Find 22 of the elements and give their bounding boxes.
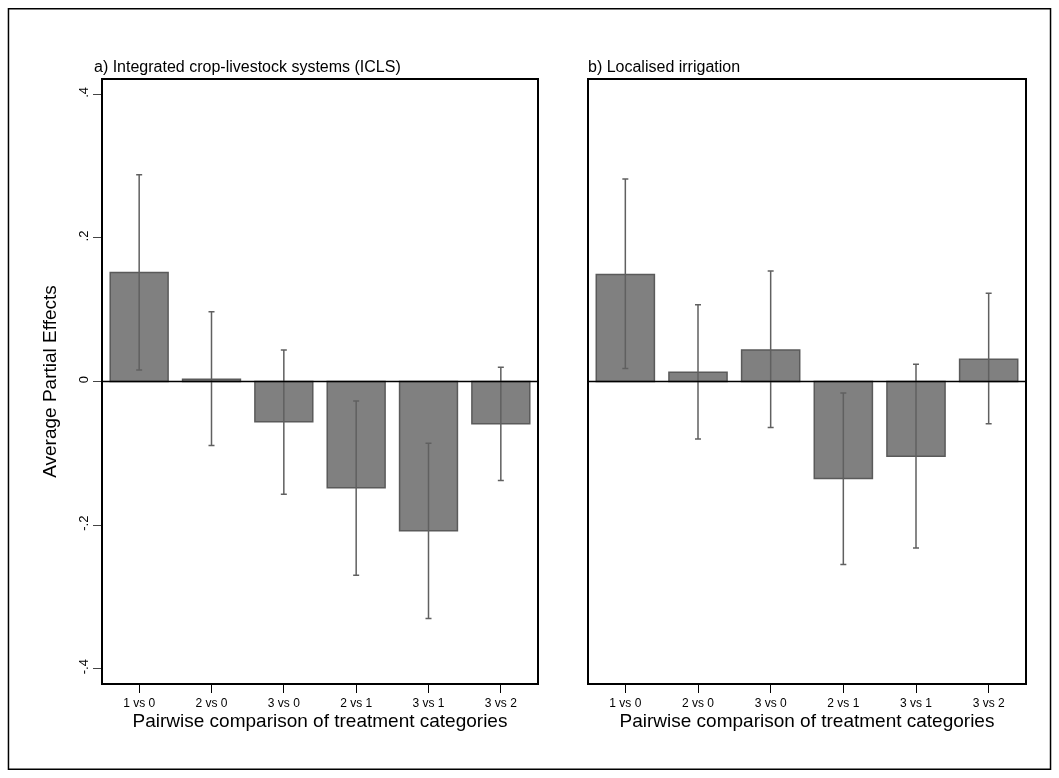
y-tick-label: -.4: [76, 659, 92, 675]
x-tick-label: 1 vs 0: [123, 696, 156, 711]
x-tick-label: 3 vs 1: [899, 696, 933, 711]
chart-title: a) Integrated crop-livestock systems (ICLS): [94, 58, 401, 75]
x-axis-title: Pairwise comparison of treatment categories: [619, 710, 995, 732]
y-tick-label: -.2: [76, 515, 92, 531]
y-tick-label: .2: [76, 230, 92, 242]
x-tick-label: 2 vs 1: [340, 696, 373, 711]
y-axis-title: Average Partial Effects: [39, 285, 61, 478]
x-tick-label: 1 vs 0: [609, 696, 642, 711]
y-tick-label: .4: [76, 86, 92, 98]
chart-title: b) Localised irrigation: [588, 58, 741, 75]
x-axis-title: Pairwise comparison of treatment categories: [132, 710, 508, 732]
x-tick-label: 3 vs 1: [412, 696, 445, 711]
x-tick-label: 2 vs 0: [195, 696, 228, 711]
x-tick-label: 3 vs 0: [267, 696, 301, 711]
x-tick-label: 2 vs 1: [827, 696, 860, 711]
x-tick-label: 3 vs 2: [484, 696, 518, 711]
x-tick-label: 3 vs 0: [754, 696, 787, 711]
x-tick-label: 3 vs 2: [972, 696, 1005, 711]
x-tick-label: 2 vs 0: [681, 696, 715, 711]
y-tick-label: 0: [76, 375, 92, 384]
